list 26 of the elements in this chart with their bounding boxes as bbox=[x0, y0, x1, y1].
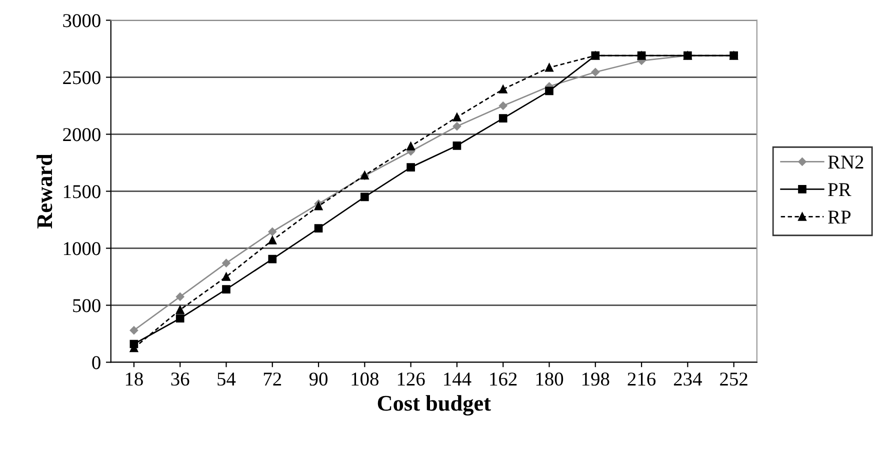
y-tick-label: 1500 bbox=[64, 185, 100, 198]
x-tick-label: 234 bbox=[674, 372, 702, 386]
y-tick-label: 1000 bbox=[64, 242, 100, 256]
y-axis-title: Reward bbox=[36, 154, 52, 229]
x-tick-label: 72 bbox=[264, 372, 282, 386]
x-tick-label: 180 bbox=[536, 372, 564, 386]
y-tick-label: 500 bbox=[73, 299, 100, 312]
x-tick-label: 198 bbox=[582, 372, 610, 386]
x-tick-label: 54 bbox=[218, 372, 236, 386]
y-tick-label: 3000 bbox=[63, 14, 100, 28]
y-tick-label: 2000 bbox=[63, 128, 100, 142]
x-tick-label: 36 bbox=[171, 372, 190, 386]
y-tick-label: 2500 bbox=[63, 71, 100, 84]
x-tick-label: 108 bbox=[352, 372, 379, 386]
x-tick-label: 162 bbox=[490, 372, 517, 386]
legend-label: RN2 bbox=[828, 156, 864, 169]
legend-label: RP bbox=[828, 210, 851, 224]
x-tick-label: 216 bbox=[628, 372, 656, 386]
legend-label: PR bbox=[828, 183, 852, 196]
x-tick-label: 18 bbox=[126, 372, 143, 386]
x-axis-title: Cost budget bbox=[378, 395, 491, 416]
x-tick-label: 252 bbox=[720, 372, 748, 386]
y-tick-label: 0 bbox=[92, 356, 100, 370]
x-tick-label: 144 bbox=[444, 372, 472, 386]
x-tick-label: 126 bbox=[398, 372, 425, 386]
x-tick-label: 90 bbox=[309, 372, 328, 386]
